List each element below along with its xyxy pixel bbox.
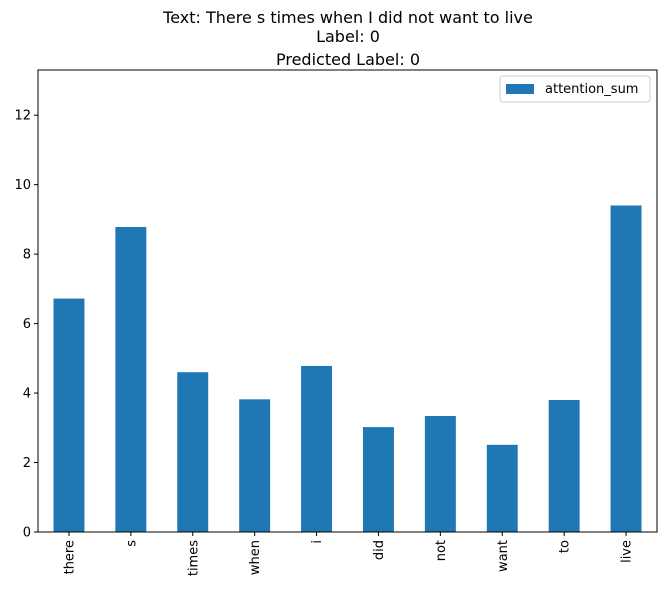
- bar-to: [548, 400, 580, 532]
- bar-s: [115, 227, 147, 532]
- y-tick-label: 6: [23, 317, 31, 332]
- legend-swatch: [506, 84, 534, 94]
- legend-box: [499, 75, 651, 103]
- bar-when: [239, 399, 271, 532]
- x-tick-label-not: not: [434, 540, 449, 561]
- legend-label: attention_sum: [545, 82, 638, 97]
- legend: attention_sum: [499, 75, 651, 103]
- x-tick-label-when: when: [248, 540, 263, 575]
- y-tick-label: 12: [14, 109, 31, 124]
- bar-there: [53, 298, 85, 532]
- x-tick-label-did: did: [372, 540, 387, 560]
- y-tick-label: 10: [14, 178, 31, 193]
- bars-group: [53, 205, 642, 532]
- x-tick-label-times: times: [186, 540, 201, 576]
- x-tick-label-live: live: [620, 540, 635, 563]
- y-tick-label: 8: [23, 248, 31, 263]
- title-line-2: Label: 0: [316, 27, 380, 46]
- bar-did: [362, 427, 394, 532]
- bar-live: [610, 205, 642, 532]
- y-axis: 0 2 4 6 8 10 12: [14, 109, 38, 541]
- plot-frame: [37, 69, 658, 533]
- bar-i: [301, 365, 333, 532]
- y-tick-label: 0: [23, 526, 31, 541]
- chart-title: Text: There s times when I did not want …: [162, 8, 533, 69]
- x-tick-label-s: s: [124, 540, 139, 547]
- x-tick-label-there: there: [62, 540, 77, 574]
- bar-not: [424, 415, 456, 532]
- bar-want: [486, 444, 518, 532]
- title-line-3: Predicted Label: 0: [276, 50, 420, 69]
- title-line-1: Text: There s times when I did not want …: [162, 8, 533, 27]
- x-axis: there s times when i did not want to live: [62, 532, 635, 576]
- x-tick-label-i: i: [310, 540, 325, 544]
- bar-times: [177, 372, 209, 532]
- y-tick-label: 4: [23, 387, 31, 402]
- x-tick-label-want: want: [496, 540, 511, 572]
- x-tick-label-to: to: [558, 540, 573, 553]
- y-tick-label: 2: [23, 456, 31, 471]
